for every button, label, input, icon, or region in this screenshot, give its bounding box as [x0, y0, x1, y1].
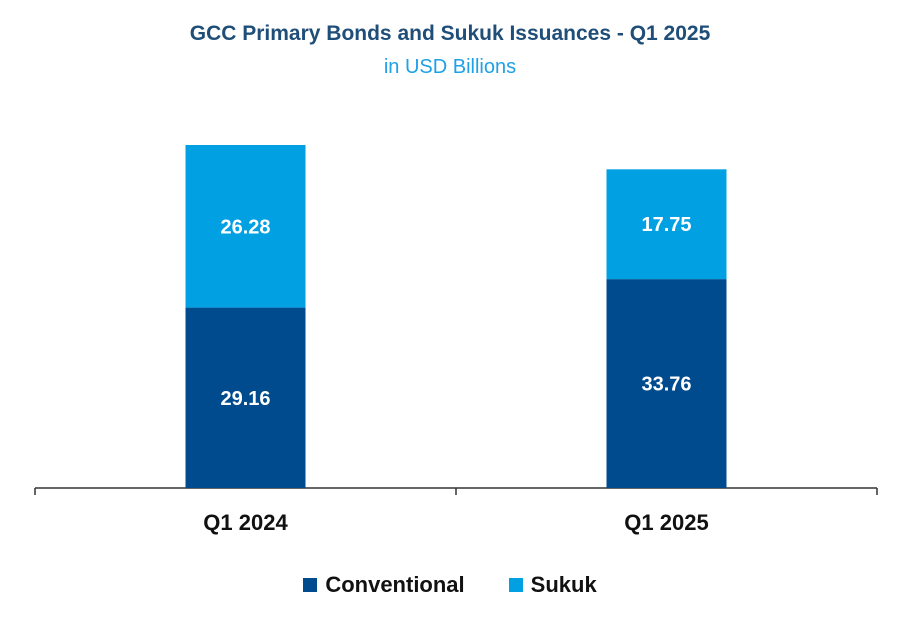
chart-title: GCC Primary Bonds and Sukuk Issuances - … — [189, 22, 711, 45]
legend-label-conventional: Conventional — [325, 572, 465, 597]
chart-subtitle: in USD Billions — [383, 56, 517, 78]
bar-sukuk-q1-2025[interactable] — [606, 169, 727, 280]
legend-label-sukuk: Sukuk — [530, 572, 597, 597]
data-label: 33.76 — [641, 374, 691, 396]
bar-conventional-q1-2025[interactable] — [606, 279, 727, 488]
legend: Conventional Sukuk — [0, 572, 900, 598]
legend-item-conventional[interactable]: Conventional — [303, 572, 465, 598]
data-label: 26.28 — [220, 216, 270, 238]
legend-swatch-conventional — [303, 578, 318, 592]
data-label: 17.75 — [641, 214, 691, 236]
legend-swatch-sukuk — [508, 578, 523, 592]
legend-item-sukuk[interactable]: Sukuk — [508, 572, 597, 598]
bar-conventional-q1-2024[interactable] — [185, 307, 306, 488]
data-label: 29.16 — [220, 388, 270, 410]
bar-sukuk-q1-2024[interactable] — [185, 145, 306, 308]
plot-area: 29.16 26.28 Q1 2024 33.76 17.75 Q1 2025 — [34, 145, 878, 535]
x-tick-label: Q1 2025 — [624, 510, 708, 535]
x-tick-label: Q1 2024 — [203, 510, 288, 535]
